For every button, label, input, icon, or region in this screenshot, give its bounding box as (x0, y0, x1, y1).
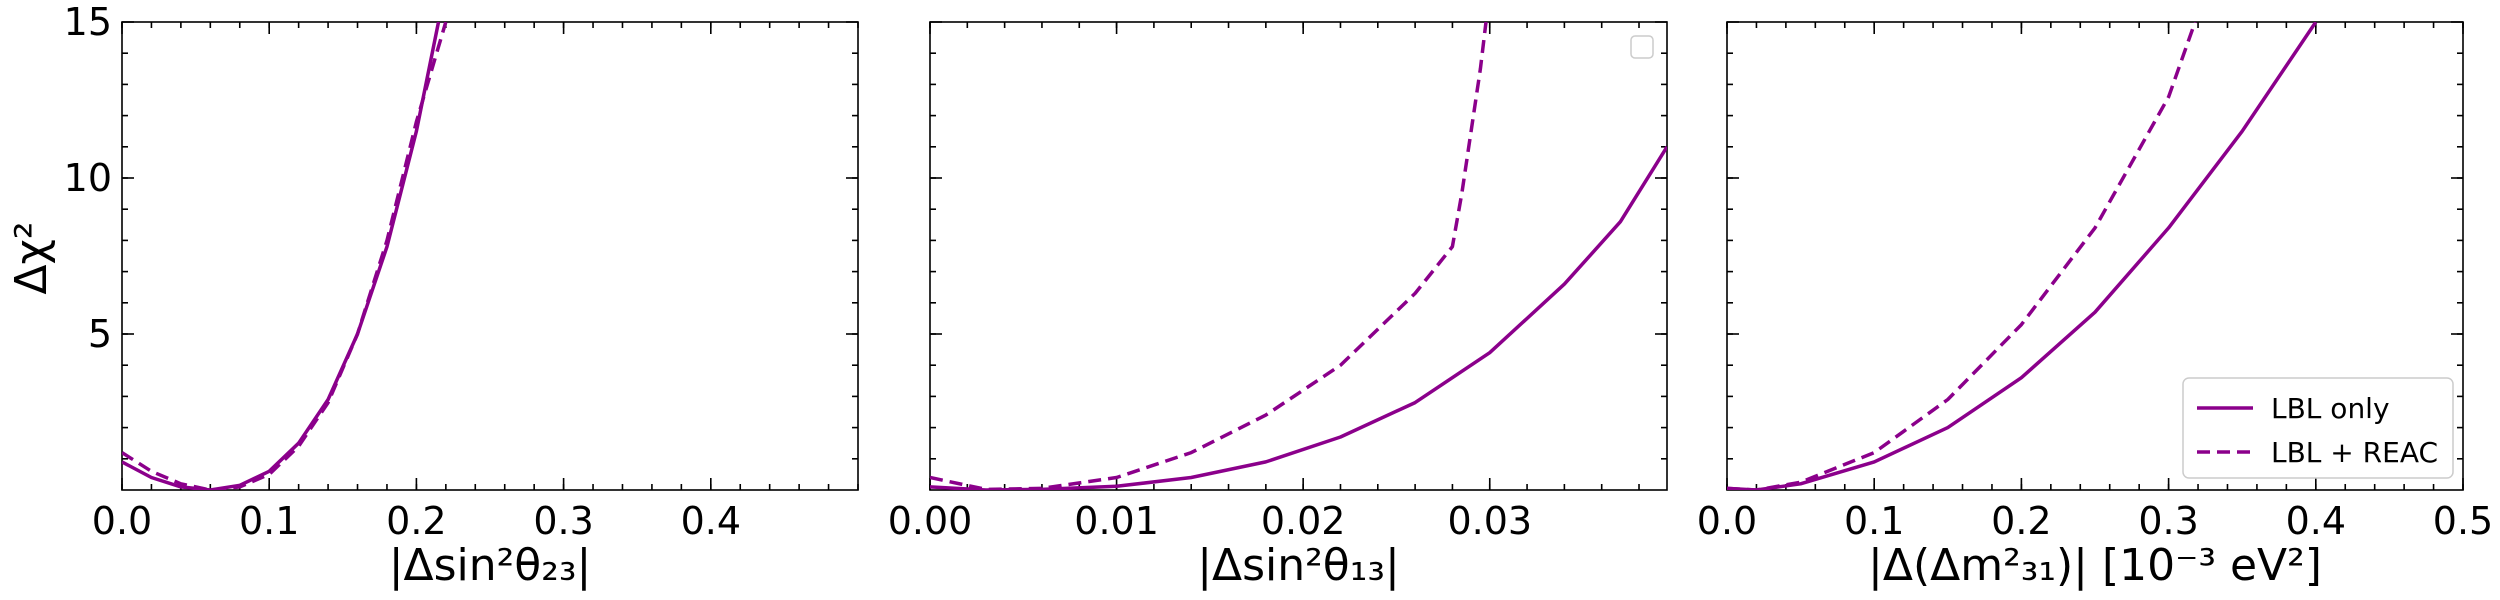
x-tick-label: 0.2 (386, 499, 446, 543)
x-tick-label: 0.5 (2433, 499, 2493, 543)
x-tick-label: 0.1 (1844, 499, 1904, 543)
x-tick-label: 0.0 (92, 499, 152, 543)
x-tick-label: 0.1 (239, 499, 299, 543)
x-axis-label: |Δsin²θ₂₃| (389, 540, 592, 591)
x-axis-label: |Δ(Δm²₃₁)| [10⁻³ eV²] (1868, 540, 2322, 591)
curves (1727, 22, 2318, 490)
lbl-reac-curve (930, 22, 1488, 490)
panel-1: 0.0 0.1 0.2 0.3 0.4 5 10 15 |Δsin²θ₂₃| (64, 0, 859, 591)
plot-frame (1726, 21, 2464, 491)
x-tick-label: 0.03 (1447, 499, 1532, 543)
x-tick-label: 0.3 (2138, 499, 2198, 543)
x-tick-label: 0.3 (533, 499, 593, 543)
y-tick-label: 15 (64, 0, 112, 44)
x-tick-label: 0.00 (888, 499, 973, 543)
x-tick-label: 0.02 (1261, 499, 1346, 543)
y-tick-label: 5 (88, 312, 112, 356)
x-tick-label: 0.4 (681, 499, 741, 543)
y-axis-label: Δχ² (6, 221, 57, 294)
legend: LBL only LBL + REAC (2182, 377, 2454, 479)
x-axis-label: |Δsin²θ₁₃| (1197, 540, 1400, 591)
legend-label: LBL + REAC (2271, 436, 2438, 469)
x-tick-label: 0.0 (1697, 499, 1757, 543)
lbl-reac-curve (122, 22, 448, 490)
plot-frame (929, 21, 1668, 491)
lbl-only-curve (122, 22, 441, 490)
legend-box (2182, 377, 2454, 479)
panel-2: 0.00 0.01 0.02 0.03 |Δsin²θ₁₃| (888, 21, 1668, 591)
x-tick-label: 0.4 (2286, 499, 2346, 543)
x-tick-label: 0.01 (1074, 499, 1159, 543)
panel-3: 0.0 0.1 0.2 0.3 0.4 0.5 |Δ(Δm²₃₁)| [10⁻³ eV²] L… (1697, 21, 2493, 591)
y-tick-label: 10 (64, 156, 112, 200)
plot-frame (121, 21, 859, 491)
lbl-reac-curve (1727, 22, 2197, 490)
x-tick-label: 0.2 (1991, 499, 2051, 543)
empty-legend-box (1630, 35, 1654, 59)
lbl-only-curve (930, 145, 1667, 490)
curves (122, 22, 448, 490)
legend-label: LBL only (2271, 392, 2390, 425)
curves (930, 22, 1667, 490)
